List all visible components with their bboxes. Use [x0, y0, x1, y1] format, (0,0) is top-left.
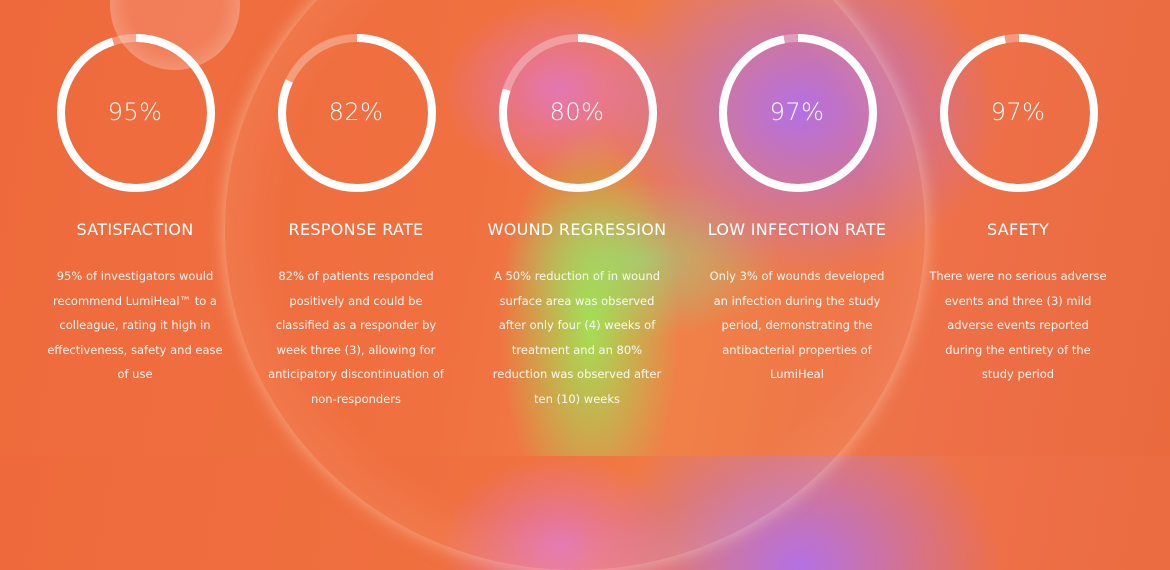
ring-progress	[719, 34, 877, 192]
stat-description: 82% of patients responded positively and…	[268, 269, 444, 406]
ring-progress	[278, 34, 436, 192]
stat-value: 82%	[328, 98, 384, 126]
ring-progress	[57, 34, 215, 192]
stat-title: SAFETY	[986, 220, 1050, 239]
stat-description: A 50% reduction of in wound surface area…	[492, 269, 662, 406]
stat-title: WOUND REGRESSION	[487, 220, 667, 239]
stat-title: LOW INFECTION RATE	[707, 220, 887, 239]
stat-value: 97%	[769, 98, 825, 126]
progress-ring	[57, 34, 215, 192]
progress-ring	[278, 34, 436, 192]
stat-value: 97%	[990, 98, 1046, 126]
stat-description: There were no serious adverse events and…	[929, 269, 1107, 381]
ring-progress	[499, 34, 657, 192]
progress-ring	[940, 34, 1098, 192]
progress-ring	[719, 34, 877, 192]
stat-description: 95% of investigators would recommend Lum…	[47, 269, 223, 381]
stat-title: RESPONSE RATE	[288, 220, 424, 239]
stat-value: 95%	[107, 98, 163, 126]
stat-description: Only 3% of wounds developed an infection…	[709, 269, 885, 381]
stat-title: SATISFACTION	[76, 220, 194, 239]
stat-value: 80%	[549, 98, 605, 126]
ring-progress	[940, 34, 1098, 192]
progress-ring	[499, 34, 657, 192]
